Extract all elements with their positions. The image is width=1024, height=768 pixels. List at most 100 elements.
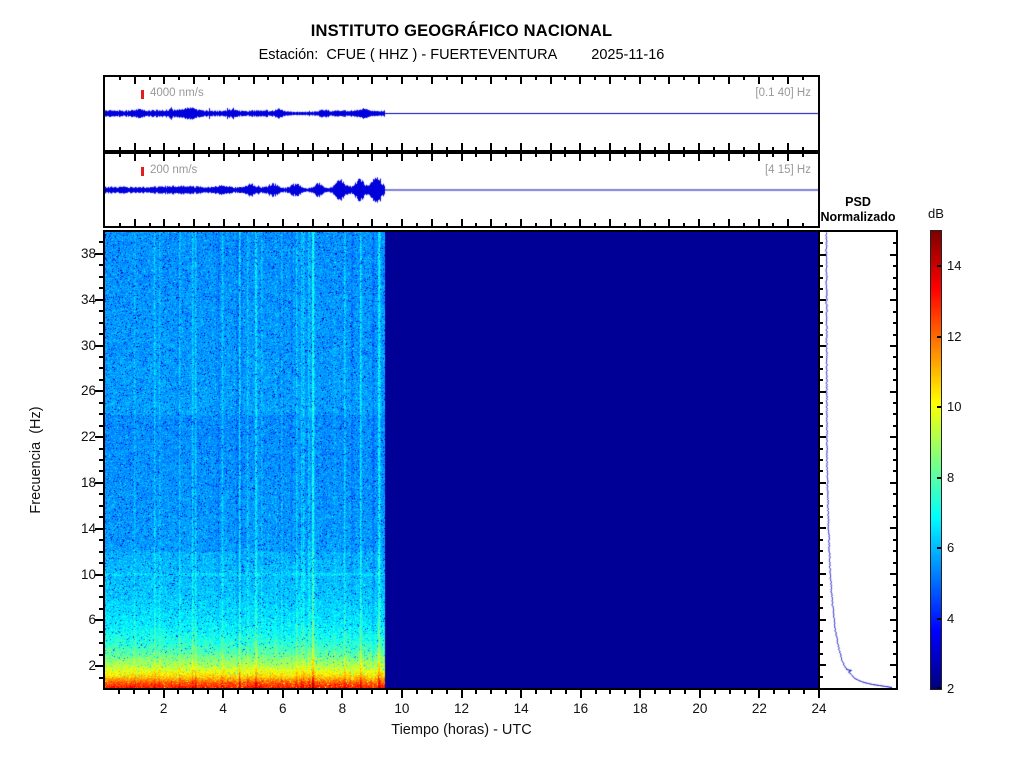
- tick: [890, 527, 896, 530]
- tick: [594, 147, 597, 150]
- y-tick-label: 6: [88, 612, 96, 628]
- tick: [549, 143, 552, 150]
- colorbar-tick-label: 10: [947, 399, 962, 415]
- tick: [415, 690, 418, 694]
- tick: [311, 154, 314, 161]
- tick: [609, 219, 612, 226]
- tick: [296, 690, 299, 694]
- tick: [683, 154, 686, 157]
- tick: [99, 367, 103, 370]
- tick: [742, 223, 745, 226]
- tick: [820, 276, 823, 279]
- tick: [802, 147, 805, 150]
- tick: [475, 223, 478, 226]
- tick: [237, 154, 240, 157]
- tick: [638, 77, 641, 84]
- tick: [178, 147, 181, 150]
- tick: [893, 538, 896, 541]
- tick: [460, 690, 463, 698]
- tick: [772, 77, 775, 80]
- tick: [890, 390, 896, 393]
- tick: [893, 675, 896, 678]
- tick: [252, 219, 255, 226]
- tick: [282, 219, 285, 226]
- tick: [893, 242, 896, 245]
- tick: [490, 154, 493, 161]
- tick: [820, 356, 823, 359]
- tick: [820, 299, 826, 302]
- tick: [267, 154, 270, 157]
- tick: [297, 147, 300, 150]
- x-tick-label: 12: [453, 701, 470, 716]
- tick: [490, 219, 493, 226]
- tick: [787, 143, 790, 150]
- tick: [163, 143, 166, 150]
- tick: [890, 299, 896, 302]
- tick: [99, 333, 103, 336]
- tick: [653, 223, 656, 226]
- subtitle: Estación: CFUE ( HHZ ) - FUERTEVENTURA 2…: [53, 47, 870, 63]
- tick: [609, 77, 612, 84]
- y-axis-label: Frecuencia (Hz): [28, 406, 44, 514]
- x-tick-label: 14: [513, 701, 529, 716]
- tick: [266, 690, 269, 694]
- tick: [341, 219, 344, 226]
- tick: [534, 147, 537, 150]
- tick: [579, 143, 582, 150]
- tick: [564, 690, 567, 694]
- tick: [99, 630, 103, 633]
- tick: [207, 223, 210, 226]
- psd-title: PSD Normalizado: [820, 195, 896, 224]
- tick: [341, 690, 344, 698]
- tick: [386, 223, 389, 226]
- tick: [147, 690, 150, 694]
- tick: [713, 147, 716, 150]
- tick: [267, 77, 270, 80]
- x-tick-label: 2: [159, 701, 168, 716]
- tick: [623, 147, 626, 150]
- tick: [820, 584, 823, 587]
- tick: [237, 690, 240, 694]
- x-tick-label: 10: [394, 701, 410, 716]
- tick: [937, 476, 941, 479]
- tick: [99, 584, 103, 587]
- filter-band-label: [0.1 40] Hz: [755, 87, 811, 99]
- tick: [890, 664, 896, 667]
- tick: [609, 690, 612, 694]
- tick: [99, 424, 103, 427]
- tick: [356, 154, 359, 157]
- tick: [579, 154, 582, 161]
- tick: [820, 390, 826, 393]
- tick: [820, 447, 823, 450]
- tick: [653, 147, 656, 150]
- tick: [445, 154, 448, 157]
- tick: [99, 241, 103, 244]
- tick: [534, 690, 537, 694]
- tick: [893, 322, 896, 325]
- tick: [609, 143, 612, 150]
- tick: [297, 77, 300, 80]
- tick: [653, 77, 656, 80]
- tick: [893, 493, 896, 496]
- x-tick-label: 24: [811, 701, 827, 716]
- tick: [742, 77, 745, 80]
- tick: [639, 690, 642, 698]
- tick: [579, 219, 582, 226]
- tick: [818, 690, 820, 698]
- tick: [475, 77, 478, 80]
- tick: [95, 436, 103, 439]
- scale-marker-icon: [141, 167, 144, 176]
- tick: [490, 143, 493, 150]
- tick: [356, 223, 359, 226]
- tick: [772, 223, 775, 226]
- tick: [99, 413, 103, 416]
- tick: [163, 154, 166, 161]
- tick: [311, 219, 314, 226]
- date-label: 2025-11-16: [591, 47, 665, 63]
- tick: [820, 367, 823, 370]
- tick: [415, 77, 418, 80]
- tick: [594, 223, 597, 226]
- psd-curve: [820, 232, 896, 688]
- tick: [430, 77, 433, 84]
